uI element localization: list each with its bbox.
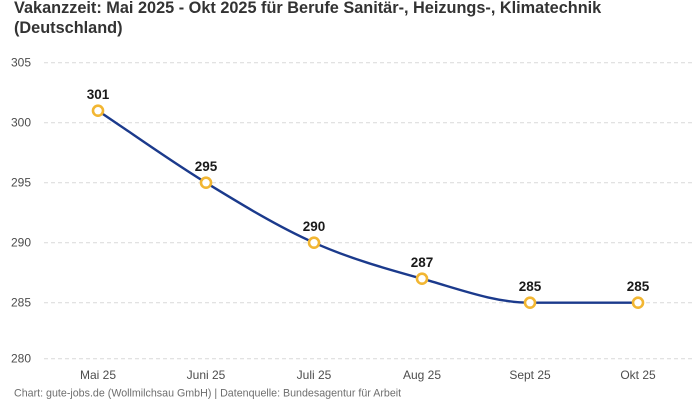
svg-text:285: 285 <box>11 296 31 310</box>
svg-text:295: 295 <box>11 176 31 190</box>
svg-text:300: 300 <box>11 116 31 130</box>
svg-text:301: 301 <box>87 87 110 102</box>
svg-text:Aug 25: Aug 25 <box>403 368 441 382</box>
svg-text:Sept 25: Sept 25 <box>509 368 551 382</box>
svg-text:285: 285 <box>519 279 542 294</box>
svg-text:290: 290 <box>303 219 326 234</box>
svg-text:Mai 25: Mai 25 <box>80 368 116 382</box>
svg-text:280: 280 <box>11 352 31 366</box>
svg-text:295: 295 <box>195 159 218 174</box>
svg-text:Okt 25: Okt 25 <box>620 368 656 382</box>
svg-text:Juli 25: Juli 25 <box>297 368 332 382</box>
svg-text:Juni 25: Juni 25 <box>187 368 226 382</box>
svg-text:287: 287 <box>411 255 434 270</box>
svg-text:305: 305 <box>11 56 31 70</box>
svg-text:285: 285 <box>627 279 650 294</box>
svg-text:290: 290 <box>11 236 31 250</box>
